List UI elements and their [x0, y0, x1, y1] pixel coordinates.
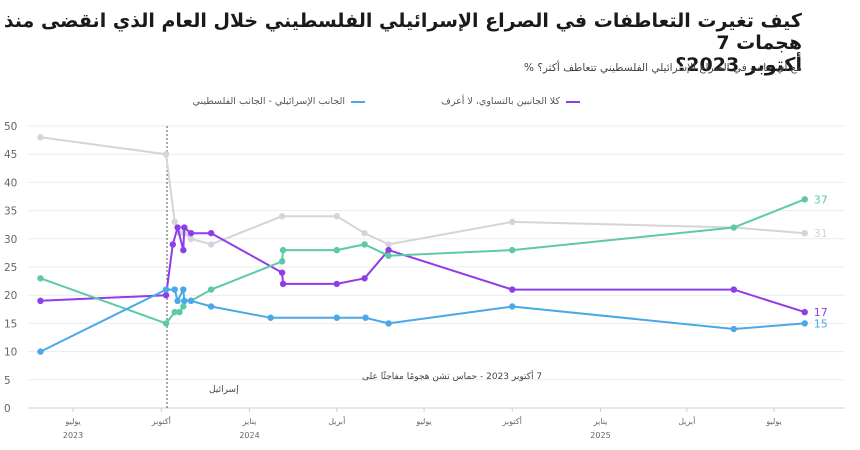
y-tick-label: 50 [4, 121, 17, 133]
data-point [385, 252, 392, 259]
data-point [207, 241, 215, 248]
data-point [181, 224, 188, 231]
data-point [385, 241, 392, 248]
chart-title-line1: كيف تغيرت التعاطفات في الصراع الإسرائيلي… [3, 10, 802, 54]
data-point [333, 213, 340, 220]
annotation-text: 7 أكتوبر 2023 - حماس تشن هجومًا مفاجئًا … [362, 370, 542, 382]
data-point [37, 297, 44, 305]
x-tick-label: أبريل [678, 416, 695, 426]
x-tick-label: أبريل [328, 416, 345, 426]
data-point [180, 246, 187, 254]
data-point [187, 297, 195, 305]
end-value-label: 17 [814, 306, 828, 319]
y-tick-label: 25 [4, 262, 17, 274]
data-point [361, 275, 368, 282]
y-tick-label: 15 [4, 318, 17, 330]
data-point [278, 269, 286, 276]
annotation-text: إسرائيل [209, 385, 239, 395]
x-tick-label: يوليو [765, 417, 781, 426]
series-line [40, 226, 806, 314]
data-point [171, 286, 178, 293]
data-point [207, 286, 215, 293]
legend-label: كلا الجانبين بالتساوي، لا أعرف [440, 96, 560, 107]
data-point [279, 280, 287, 288]
data-point [169, 241, 176, 248]
data-point [278, 213, 286, 220]
data-point [385, 246, 392, 254]
data-point [171, 308, 178, 316]
data-point [509, 303, 516, 310]
y-tick-label: 35 [4, 206, 17, 218]
x-tick-label: يوليو [415, 417, 431, 426]
legend-swatch [351, 100, 365, 103]
legend-swatch [566, 100, 580, 103]
data-point [333, 246, 340, 254]
data-point [37, 275, 44, 282]
series-line [40, 288, 805, 353]
y-tick-label: 0 [4, 403, 11, 415]
x-tick-label: يوليو [64, 417, 80, 426]
data-point [333, 280, 340, 288]
end-value-label: 15 [814, 317, 828, 330]
data-point [509, 246, 516, 254]
chart-title: كيف تغيرت التعاطفات في الصراع الإسرائيلي… [0, 10, 802, 76]
end-value-label: 37 [814, 193, 828, 206]
x-year-label: 2024 [239, 431, 259, 440]
data-point [801, 320, 808, 327]
x-year-label: 2025 [590, 431, 610, 440]
data-point [207, 303, 215, 310]
y-axis-label: مع أي جانب في الصراع الإسرائيلي الفلسطين… [524, 62, 802, 74]
y-tick-label: 20 [4, 290, 17, 302]
data-point [509, 286, 516, 293]
data-point [171, 218, 178, 226]
data-point [267, 314, 274, 321]
data-point [278, 258, 286, 265]
x-year-label: 2023 [63, 431, 83, 440]
data-point [509, 218, 516, 226]
data-point [361, 241, 368, 248]
data-point [730, 286, 737, 293]
legend-item-israeli-palestinian: الجانب الإسرائيلي - الجانب الفلسطيني [193, 96, 365, 107]
y-tick-label: 10 [4, 347, 17, 359]
data-point [279, 246, 287, 254]
data-point [187, 235, 195, 242]
data-point [162, 292, 170, 299]
data-point [180, 303, 187, 310]
data-point [361, 229, 368, 237]
data-point [162, 286, 170, 293]
data-point [362, 314, 369, 321]
y-tick-label: 5 [4, 375, 11, 387]
data-point [801, 308, 808, 316]
y-tick-label: 45 [4, 149, 17, 161]
data-point [187, 229, 195, 237]
data-point [385, 320, 392, 327]
data-point [162, 151, 170, 158]
data-point [174, 224, 181, 231]
x-tick-label: يناير [242, 417, 257, 426]
data-point [801, 196, 808, 203]
data-point [730, 224, 737, 231]
data-point [37, 134, 44, 141]
data-point [174, 297, 181, 305]
y-tick-label: 40 [4, 177, 17, 189]
data-point [333, 314, 340, 321]
data-point [730, 325, 737, 333]
legend-item-both-dontknow: كلا الجانبين بالتساوي، لا أعرف [441, 96, 580, 107]
data-point [37, 348, 44, 355]
data-point [176, 308, 183, 316]
legend-label: الجانب الإسرائيلي - الجانب الفلسطيني [192, 96, 345, 107]
x-tick-label: يناير [593, 417, 608, 426]
data-point [207, 229, 215, 237]
data-point [162, 320, 170, 327]
data-point [181, 297, 188, 305]
y-tick-label: 30 [4, 234, 17, 246]
x-tick-label: أكتوبر [151, 416, 171, 426]
data-point [801, 229, 808, 237]
x-tick-label: أكتوبر [502, 416, 522, 426]
data-point [180, 286, 187, 293]
chart-title-line2: أكتوبر 2023؟ [675, 54, 802, 76]
end-value-label: 31 [814, 227, 828, 240]
series-line [40, 136, 805, 246]
